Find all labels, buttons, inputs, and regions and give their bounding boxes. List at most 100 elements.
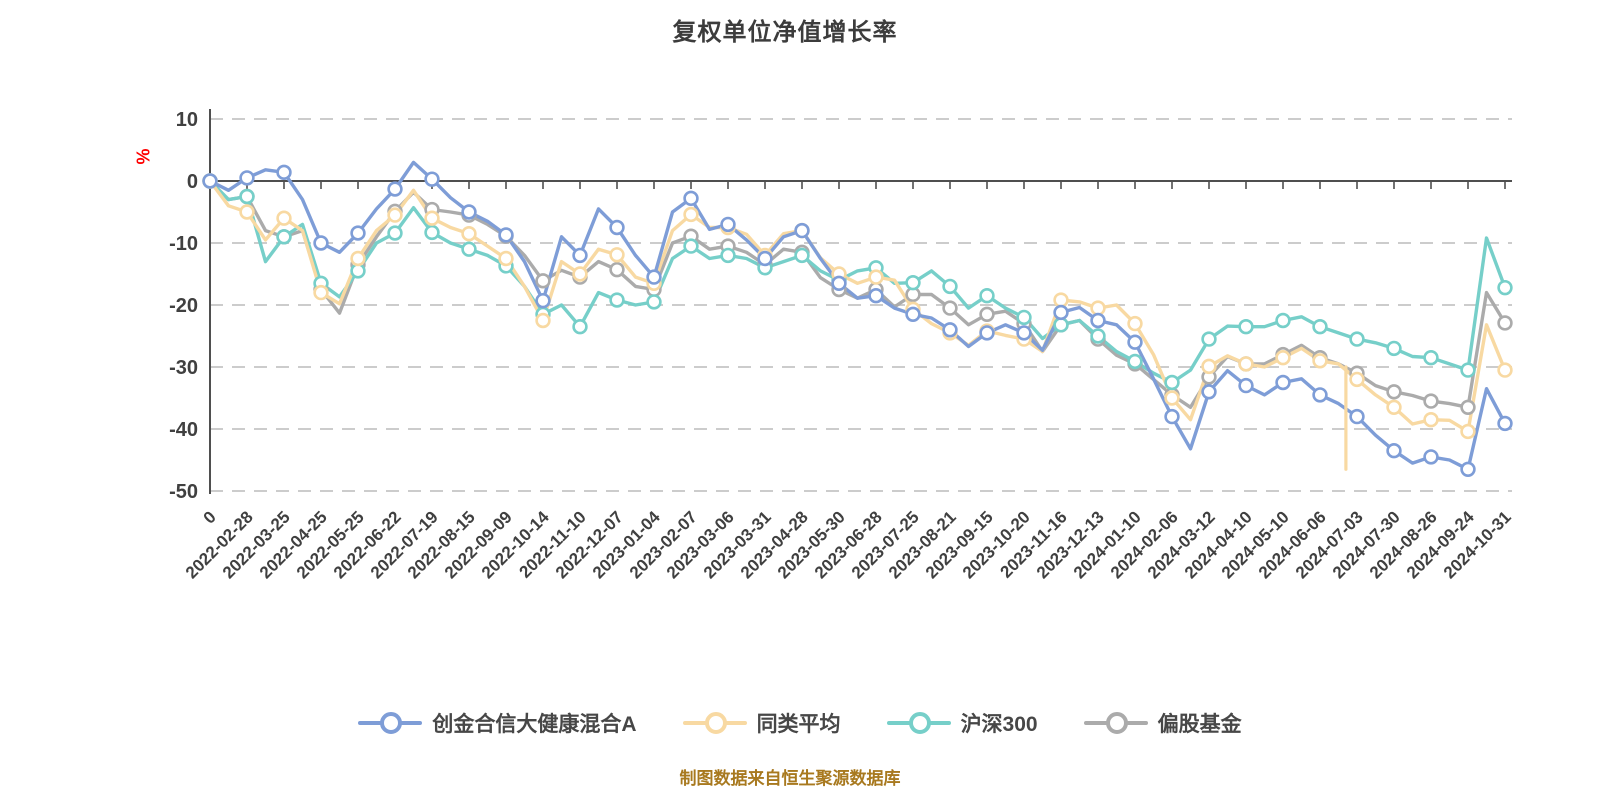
series-marker-fund (1201, 384, 1217, 400)
series-marker-peer_avg (1275, 350, 1291, 366)
legend-dot-icon (380, 712, 403, 734)
data-source-note: 制图数据来自恒生聚源数据库 (679, 769, 901, 788)
y-axis-tick-label: -40 (169, 419, 198, 441)
series-marker-fund (461, 204, 477, 220)
series-marker-fund (239, 170, 255, 186)
series-marker-csi300 (461, 241, 477, 257)
series-marker-peer_avg (276, 210, 292, 226)
legend-swatch-fund (358, 712, 423, 734)
legend-dot-icon (1105, 712, 1128, 734)
series-marker-equity_fund (1497, 315, 1513, 331)
series-marker-peer_avg (1090, 300, 1106, 316)
series-marker-csi300 (1127, 353, 1143, 370)
series-marker-fund (683, 190, 699, 207)
series-marker-fund (1460, 461, 1476, 477)
series-marker-peer_avg (313, 284, 329, 301)
legend-label-fund: 创金合信大健康混合A (432, 713, 637, 736)
series-marker-csi300 (1275, 312, 1291, 329)
series-marker-fund (868, 288, 884, 304)
series-marker-csi300 (1386, 340, 1402, 357)
y-axis-tick-label: 10 (176, 109, 198, 131)
series-marker-peer_avg (1423, 412, 1439, 428)
series-marker-csi300 (1497, 279, 1513, 296)
series-marker-csi300 (239, 188, 255, 205)
series-marker-csi300 (942, 278, 958, 295)
series-marker-peer_avg (498, 250, 514, 267)
series-marker-fund (905, 306, 921, 322)
series-marker-fund (572, 247, 588, 264)
series-marker-fund (387, 181, 403, 197)
series-marker-equity_fund (1460, 399, 1476, 415)
series-marker-csi300 (1164, 374, 1180, 391)
series-marker-csi300 (905, 274, 921, 291)
series-marker-peer_avg (609, 247, 625, 263)
series-marker-fund (1053, 304, 1069, 321)
legend-item-fund[interactable]: 创金合信大健康混合A (358, 708, 637, 738)
series-marker-peer_avg (424, 210, 440, 226)
series-marker-equity_fund (609, 261, 625, 278)
legend-swatch-peer-avg (682, 712, 747, 734)
legend-swatch-csi300 (886, 712, 951, 734)
series-marker-fund (350, 225, 366, 241)
legend-item-csi300[interactable]: 沪深300 (886, 708, 1038, 738)
legend-label-csi300: 沪深300 (960, 713, 1038, 736)
series-marker-peer_avg (1497, 362, 1513, 378)
series-marker-fund (794, 222, 810, 239)
series-marker-fund (609, 219, 625, 236)
series-marker-fund (276, 164, 292, 181)
series-marker-fund (831, 275, 847, 291)
series-marker-fund (1238, 377, 1254, 394)
series-marker-peer_avg (1127, 315, 1143, 332)
series-marker-peer_avg (868, 269, 884, 285)
series-marker-csi300 (1016, 309, 1032, 326)
series-marker-peer_avg (461, 226, 477, 242)
series-marker-fund (1312, 387, 1328, 403)
series-marker-peer_avg (350, 250, 366, 267)
series-marker-peer_avg (1460, 423, 1476, 440)
series-marker-fund (979, 325, 995, 341)
series-marker-fund (942, 322, 958, 338)
series-marker-fund (498, 227, 514, 243)
series-marker-peer_avg (683, 206, 699, 223)
series-marker-peer_avg (1201, 358, 1217, 375)
y-axis-tick-label: 0 (187, 171, 198, 193)
series-marker-peer_avg (1312, 353, 1328, 369)
series-marker-peer_avg (239, 204, 255, 220)
y-axis-tick-label: -10 (169, 233, 198, 255)
series-marker-csi300 (1312, 319, 1328, 335)
series-marker-fund (202, 173, 218, 189)
series-marker-csi300 (979, 288, 995, 304)
series-marker-fund (1127, 334, 1143, 350)
series-marker-equity_fund (1386, 384, 1402, 400)
series-marker-csi300 (646, 294, 662, 310)
y-axis-tick-label: -50 (169, 481, 198, 503)
legend-item-equity-fund[interactable]: 偏股基金 (1083, 708, 1242, 738)
series-marker-fund (424, 171, 440, 187)
series-marker-csi300 (1201, 331, 1217, 347)
series-marker-fund (1275, 374, 1291, 391)
series-marker-fund (646, 269, 662, 285)
series-marker-csi300 (350, 263, 366, 279)
series-marker-fund (1386, 443, 1402, 459)
y-axis-tick-label: -30 (169, 357, 198, 379)
series-marker-peer_avg (387, 207, 403, 223)
series-line-equity_fund (208, 179, 1507, 409)
series-marker-csi300 (276, 229, 292, 245)
series-line-fund (208, 160, 1507, 471)
legend-label-peer-avg: 同类平均 (756, 713, 841, 736)
series-marker-csi300 (387, 225, 403, 241)
y-axis-unit-label: % (133, 148, 154, 165)
x-axis-tick-label: 0 (200, 507, 220, 527)
legend-dot-icon (908, 712, 931, 734)
legend-item-peer-avg[interactable]: 同类平均 (682, 708, 841, 738)
series-marker-fund (313, 235, 329, 251)
legend: 创金合信大健康混合A 同类平均 沪深300 偏股基金 (0, 701, 1600, 745)
series-marker-csi300 (1238, 319, 1254, 335)
chart-title: 复权单位净值增长率 (672, 19, 898, 46)
series-marker-peer_avg (535, 312, 551, 329)
series-marker-fund (1090, 312, 1106, 329)
series-marker-fund (1016, 325, 1032, 341)
series-marker-equity_fund (942, 300, 958, 316)
series-marker-csi300 (1053, 317, 1069, 333)
series-marker-fund (757, 250, 773, 267)
